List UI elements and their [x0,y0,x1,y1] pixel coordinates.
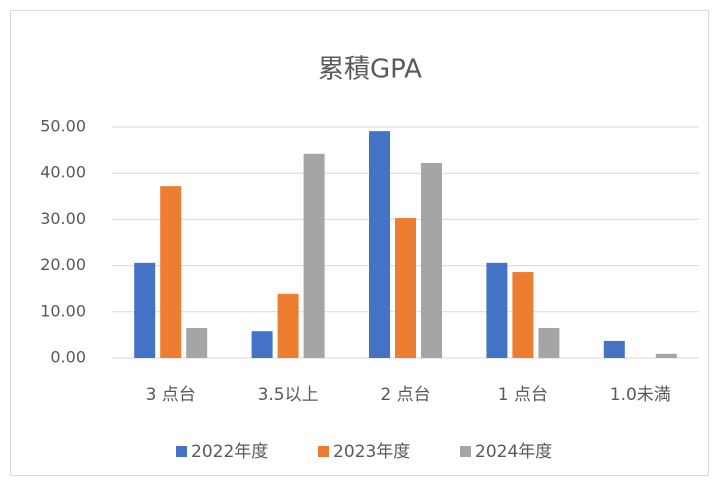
x-tick-label: 1.0未満 [610,385,671,405]
legend-swatch [176,446,187,457]
bar [277,293,299,358]
legend-label: 2024年度 [475,442,552,462]
legend-label: 2022年度 [191,442,268,462]
y-tick-label: 0.00 [50,348,86,367]
bar [251,331,273,358]
y-tick-label: 40.00 [40,163,86,182]
legend-label: 2023年度 [333,442,410,462]
bar [603,340,625,358]
bar [369,131,390,358]
chart-title: 累積GPA [318,55,422,85]
bar [134,262,156,358]
legend-swatch [460,446,471,457]
y-tick-label: 10.00 [40,301,86,320]
x-tick-label: 3.5以上 [258,385,319,405]
x-tick-label: 3 点台 [146,385,196,405]
x-tick-label: 1 点台 [498,385,548,405]
legend-swatch [318,446,329,457]
bar [303,153,325,358]
y-tick-label: 30.00 [40,209,86,228]
bar [512,272,534,358]
bar [486,262,508,358]
y-tick-label: 20.00 [40,255,86,274]
bar [655,353,677,358]
bar [160,186,182,358]
bar [186,327,208,358]
x-tick-label: 2 点台 [380,385,430,405]
bar [421,163,442,358]
bar [538,327,560,358]
bar [395,218,416,358]
y-tick-label: 50.00 [40,117,86,136]
chart-border [10,10,709,476]
